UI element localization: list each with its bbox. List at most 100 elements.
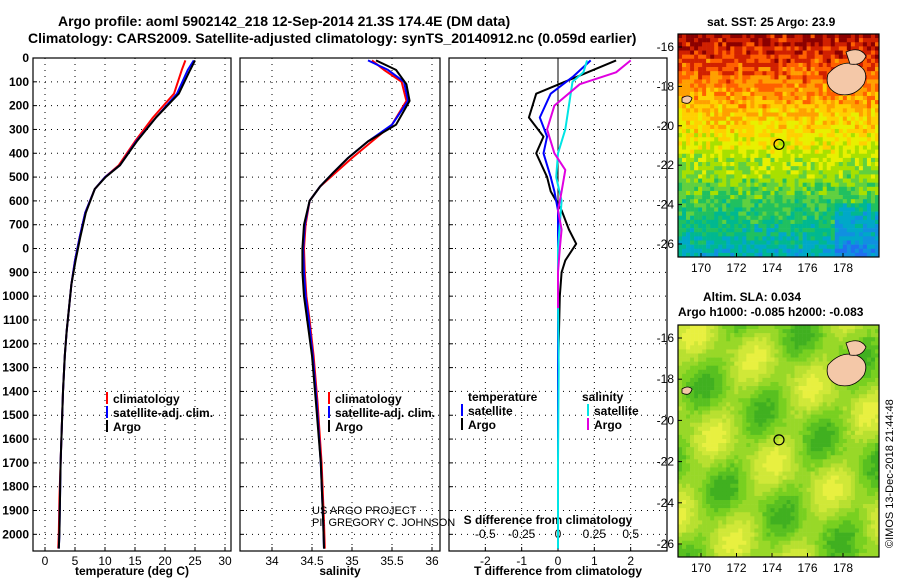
map-cell: [814, 422, 819, 428]
map-cell: [790, 75, 795, 80]
map-cell: [774, 369, 779, 375]
map-cell: [710, 75, 715, 80]
map-cell: [722, 329, 727, 334]
map-cell: [822, 402, 828, 407]
map-cell: [854, 104, 860, 109]
map-cell: [690, 467, 695, 472]
map-cell: [714, 232, 719, 237]
map-cell: [858, 248, 864, 254]
map-cell: [846, 228, 852, 233]
map-cell: [774, 232, 779, 237]
map-cell: [862, 223, 868, 229]
map-cell: [846, 475, 852, 480]
map-cell: [738, 170, 743, 175]
map-cell: [778, 390, 783, 395]
map-cell: [774, 325, 779, 330]
map-cell: [690, 438, 695, 444]
map-cell: [722, 95, 727, 101]
map-cell: [854, 38, 860, 43]
map-cell: [874, 195, 880, 200]
map-cell: [734, 467, 739, 472]
map-cell: [806, 174, 811, 179]
map-cell: [790, 361, 795, 366]
map-cell: [842, 100, 848, 105]
map-cell: [870, 149, 876, 155]
map-cell: [742, 120, 747, 126]
map-cell: [790, 365, 795, 371]
map-cell: [726, 361, 731, 366]
lon-tick-label: 172: [726, 261, 746, 275]
map-cell: [686, 430, 691, 436]
map-cell: [834, 120, 840, 126]
map-cell: [690, 46, 695, 51]
map-cell: [858, 120, 864, 126]
map-cell: [734, 341, 739, 346]
map-cell: [798, 418, 803, 423]
map-cell: [802, 112, 807, 117]
map-cell: [870, 341, 876, 346]
map-cell: [790, 483, 795, 489]
map-cell: [754, 112, 759, 117]
map-cell: [754, 418, 759, 423]
map-cell: [802, 394, 807, 399]
map-cell: [690, 337, 695, 342]
map-cell: [794, 95, 799, 101]
map-cell: [698, 149, 703, 155]
map-cell: [750, 145, 755, 150]
map-cell: [834, 133, 840, 138]
map-cell: [850, 223, 856, 229]
map-cell: [766, 333, 771, 338]
map-cell: [866, 104, 872, 109]
y-tick-label: 1000: [2, 289, 29, 303]
map-cell: [718, 199, 723, 204]
map-cell: [838, 438, 844, 444]
map-cell: [814, 483, 819, 489]
map-cell: [810, 199, 815, 204]
map-cell: [730, 50, 735, 55]
map-cell: [718, 369, 723, 375]
map-cell: [778, 455, 783, 460]
map-cell: [690, 341, 695, 346]
map-cell: [862, 38, 868, 43]
map-cell: [766, 451, 771, 456]
map-cell: [750, 349, 755, 354]
map-cell: [762, 329, 767, 334]
map-cell: [838, 104, 844, 109]
map-cell: [690, 42, 695, 47]
map-cell: [698, 232, 703, 237]
map-cell: [714, 426, 719, 432]
map-cell: [742, 137, 747, 142]
map-cell: [862, 329, 868, 334]
map-cell: [690, 443, 695, 448]
map-cell: [818, 240, 824, 245]
map-cell: [730, 381, 735, 387]
map-cell: [870, 67, 876, 72]
map-cell: [690, 100, 695, 105]
map-cell: [682, 116, 687, 122]
map-cell: [738, 451, 743, 456]
map-cell: [758, 418, 763, 423]
map-cell: [814, 182, 819, 188]
map-cell: [806, 333, 811, 338]
map-cell: [806, 71, 811, 76]
map-cell: [838, 141, 844, 146]
map-cell: [838, 402, 844, 407]
map-cell: [870, 475, 876, 480]
map-cell: [742, 190, 747, 196]
map-cell: [874, 333, 880, 338]
map-cell: [778, 422, 783, 428]
map-cell: [838, 471, 844, 476]
map-cell: [702, 128, 707, 134]
map-cell: [826, 34, 832, 39]
map-cell: [722, 62, 727, 68]
map-cell: [702, 186, 707, 192]
map-cell: [838, 34, 844, 39]
map-cell: [874, 83, 880, 88]
map-cell: [754, 79, 759, 84]
map-cell: [754, 357, 759, 362]
map-cell: [802, 182, 807, 188]
map-cell: [874, 128, 880, 134]
map-cell: [686, 67, 691, 72]
map-cell: [718, 381, 723, 387]
map-cell: [822, 418, 828, 423]
